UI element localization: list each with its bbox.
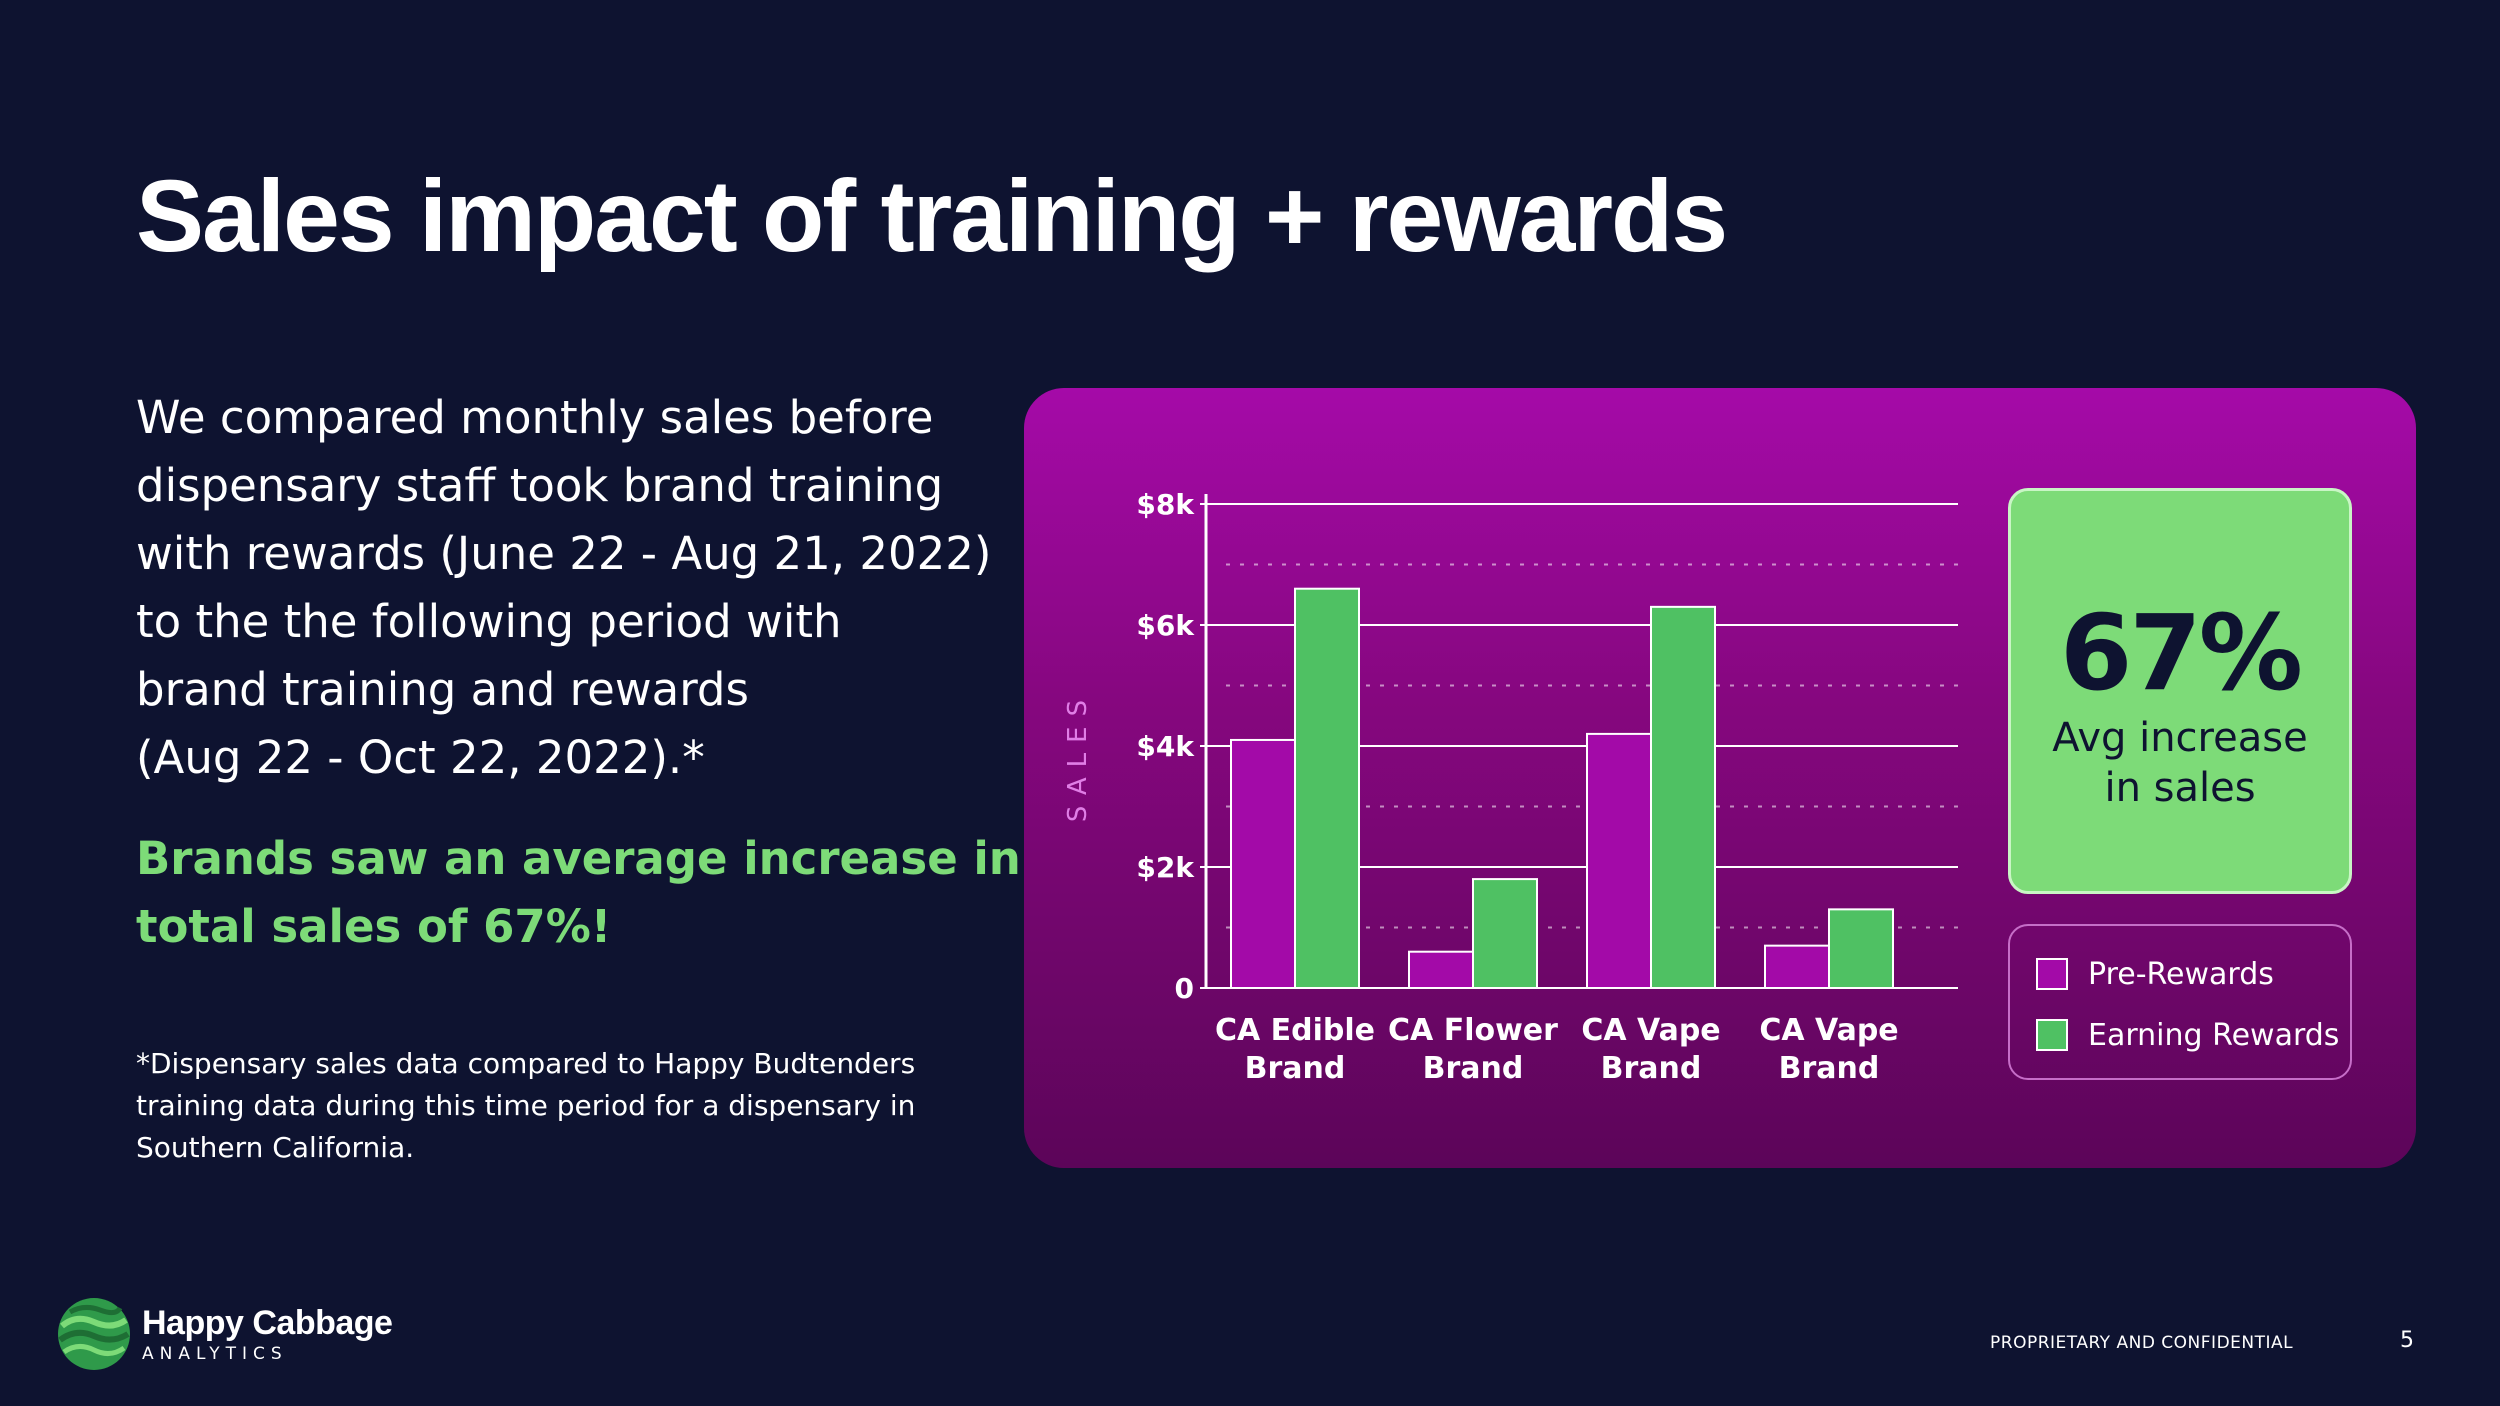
- logo-subtitle: ANALYTICS: [142, 1344, 288, 1364]
- intro-line: to the the following period with: [136, 595, 842, 648]
- legend-item-earning-rewards: Earning Rewards: [2036, 1015, 2339, 1055]
- legend-label: Earning Rewards: [2088, 1017, 2340, 1053]
- x-tick-label: Brand: [1779, 1051, 1880, 1086]
- stat-value: 67%: [2060, 592, 2303, 714]
- highlight-line: Brands saw an average increase in: [136, 832, 1021, 885]
- confidential-notice: PROPRIETARY AND CONFIDENTIAL: [1990, 1333, 2294, 1353]
- bar-earning-rewards: [1294, 587, 1360, 989]
- bar-pre-rewards: [1230, 738, 1296, 990]
- page-number: 5: [2400, 1328, 2414, 1353]
- footnote-line: *Dispensary sales data compared to Happy…: [136, 1047, 916, 1080]
- y-tick-label: $2k: [1136, 851, 1195, 884]
- footnote-line: training data during this time period fo…: [136, 1089, 916, 1122]
- stat-label: Avg increase in sales: [2011, 713, 2349, 813]
- intro-line: with rewards (June 22 - Aug 21, 2022): [136, 527, 992, 580]
- cabbage-logo-icon: [58, 1298, 130, 1370]
- x-tick-label: Brand: [1601, 1051, 1702, 1086]
- y-axis-title: SALES: [1063, 690, 1093, 822]
- y-tick-label: 0: [1175, 972, 1194, 1005]
- logo-name: Happy Cabbage: [142, 1304, 393, 1342]
- footnote-line: Southern California.: [136, 1131, 415, 1164]
- x-tick-label: Brand: [1423, 1051, 1524, 1086]
- x-tick-label: Brand: [1245, 1051, 1346, 1086]
- intro-line: (Aug 22 - Oct 22, 2022).*: [136, 731, 705, 784]
- legend-label: Pre-Rewards: [2088, 956, 2274, 992]
- x-tick-label: CA Edible: [1215, 1013, 1375, 1048]
- chart-legend: Pre-Rewards Earning Rewards: [2008, 924, 2352, 1080]
- footnote: *Dispensary sales data compared to Happy…: [136, 1043, 976, 1169]
- y-tick-label: $8k: [1136, 488, 1195, 521]
- bar-earning-rewards: [1828, 908, 1894, 989]
- bar-earning-rewards: [1472, 878, 1538, 990]
- x-tick-label: CA Flower: [1388, 1013, 1558, 1048]
- x-tick-label: CA Vape: [1581, 1013, 1720, 1048]
- legend-swatch: [2036, 958, 2068, 990]
- highlight-line: total sales of 67%!: [136, 900, 612, 953]
- bar-pre-rewards: [1764, 944, 1830, 990]
- highlight-statement: Brands saw an average increase in total …: [136, 825, 1021, 961]
- bar-pre-rewards: [1408, 950, 1474, 990]
- bar-earning-rewards: [1650, 605, 1716, 989]
- chart-panel: 0 $2k $4k $6k $8k SALES CA Edible Brand CA Flowe…: [1024, 388, 2416, 1168]
- y-tick-label: $4k: [1136, 730, 1195, 763]
- bar-pre-rewards: [1586, 732, 1652, 989]
- intro-line: dispensary staff took brand training: [136, 459, 944, 512]
- slide-title: Sales impact of training + rewards: [136, 159, 1728, 273]
- stat-label-line: in sales: [2104, 765, 2256, 811]
- intro-paragraph: We compared monthly sales before dispens…: [136, 384, 992, 792]
- stat-label-line: Avg increase: [2052, 715, 2308, 761]
- stat-card: 67% Avg increase in sales: [2008, 488, 2352, 894]
- legend-item-pre-rewards: Pre-Rewards: [2036, 954, 2274, 994]
- y-tick-label: $6k: [1136, 609, 1195, 642]
- company-logo: Happy Cabbage ANALYTICS: [56, 1296, 393, 1372]
- x-tick-label: CA Vape: [1759, 1013, 1898, 1048]
- intro-line: brand training and rewards: [136, 663, 749, 716]
- legend-swatch: [2036, 1019, 2068, 1051]
- intro-line: We compared monthly sales before: [136, 391, 934, 444]
